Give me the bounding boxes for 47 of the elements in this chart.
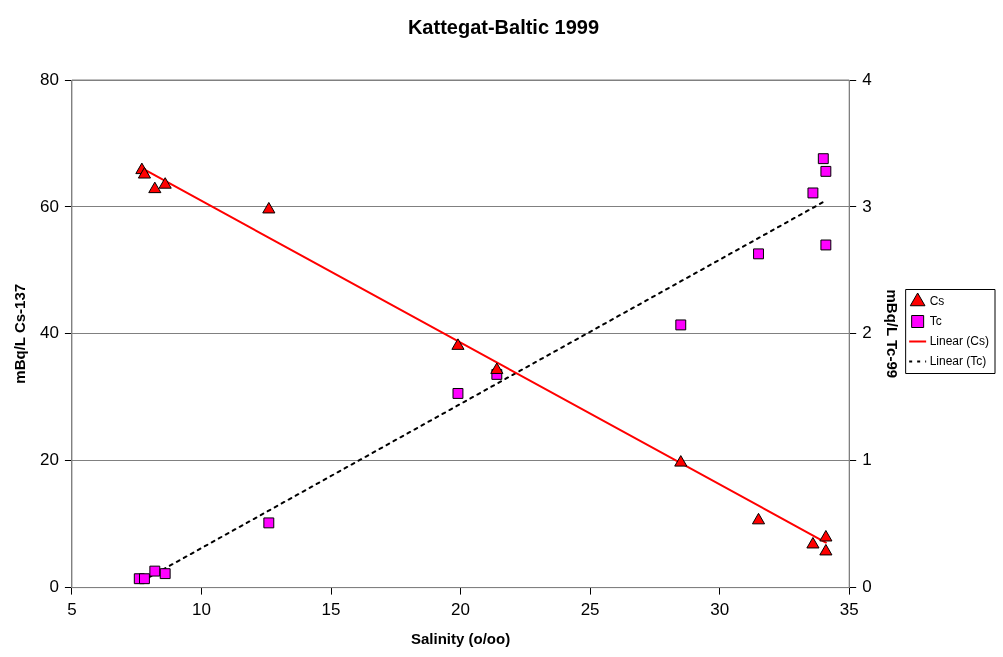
point xyxy=(819,543,833,556)
y2-tick-label: 1 xyxy=(862,450,872,470)
point xyxy=(751,512,766,525)
point xyxy=(263,517,275,529)
point xyxy=(451,338,465,350)
x-tick-label: 10 xyxy=(192,600,211,620)
x-tick-label: 15 xyxy=(321,600,341,620)
y2-tick-label: 3 xyxy=(862,196,872,216)
point xyxy=(807,187,819,199)
point xyxy=(806,536,820,549)
x-tick-label: 5 xyxy=(67,600,77,620)
point xyxy=(820,239,832,251)
y2-tick-label: 2 xyxy=(862,323,872,343)
point xyxy=(820,165,832,177)
legend-label: Tc xyxy=(929,313,942,328)
point xyxy=(674,455,688,467)
point xyxy=(159,568,171,580)
legend-label: Cs xyxy=(929,293,945,308)
x-tick-label: 25 xyxy=(580,600,600,620)
point xyxy=(137,167,152,179)
point xyxy=(675,319,687,331)
y-tick-label: 20 xyxy=(39,450,59,470)
point xyxy=(148,181,162,194)
y-tick-label: 0 xyxy=(49,577,59,597)
point xyxy=(490,362,504,374)
x-axis-title: Salinity (o/oo) xyxy=(410,630,511,648)
point xyxy=(817,153,829,165)
point xyxy=(158,177,172,189)
chart-title: Kattegat-Baltic 1999 xyxy=(407,15,600,38)
x-tick-label: 20 xyxy=(451,600,471,620)
point xyxy=(819,529,833,542)
y-tick-label: 80 xyxy=(39,69,59,89)
y-axis-title: mBq/L Cs-137 xyxy=(11,283,29,384)
y-tick-label: 40 xyxy=(39,323,59,343)
y2-axis-title: mBq/L Tc-99 xyxy=(883,289,901,379)
y2-tick-label: 0 xyxy=(862,577,872,597)
x-tick-label: 30 xyxy=(710,600,730,620)
legend-label: Linear (Cs) xyxy=(929,333,990,348)
x-tick-label: 35 xyxy=(839,600,859,620)
point xyxy=(262,201,276,214)
legend-label: Linear (Tc) xyxy=(929,353,987,368)
point xyxy=(149,565,161,577)
point xyxy=(753,248,764,260)
y-tick-label: 60 xyxy=(39,196,59,216)
point xyxy=(139,573,150,585)
point xyxy=(452,387,464,399)
y2-tick-label: 4 xyxy=(862,69,872,89)
